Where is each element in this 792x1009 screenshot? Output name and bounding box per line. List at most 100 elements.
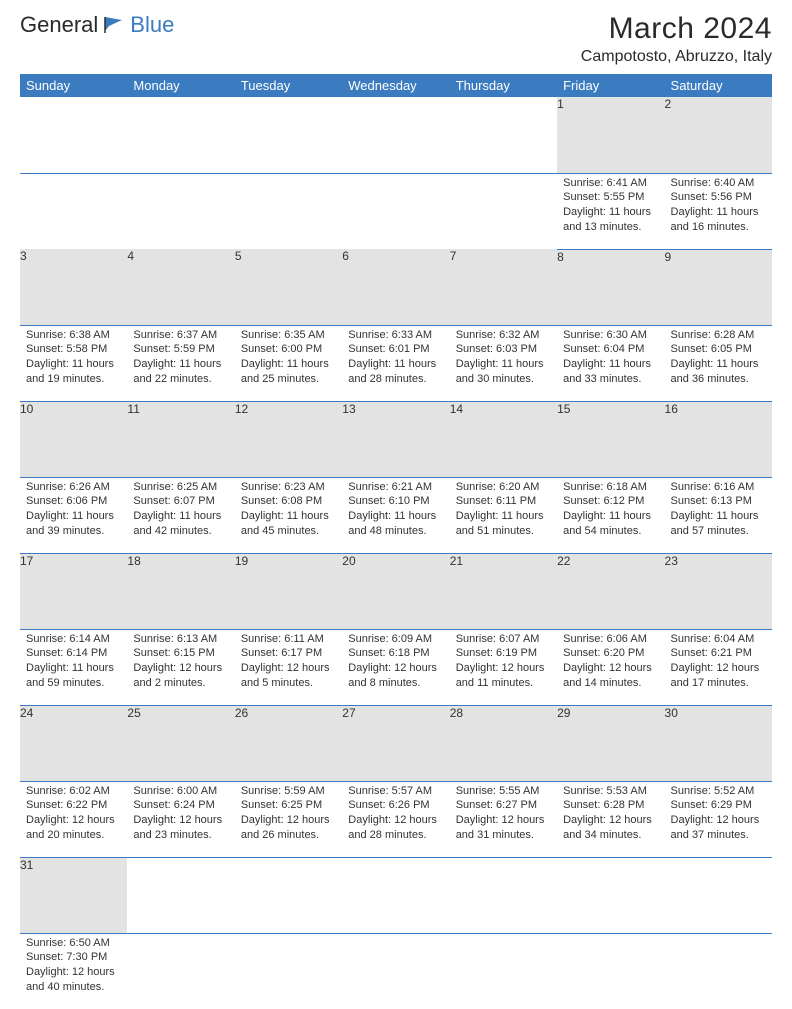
day-number-cell: 7	[450, 249, 557, 325]
day-body-cell: Sunrise: 5:53 AMSunset: 6:28 PMDaylight:…	[557, 781, 664, 857]
day-details: Sunrise: 5:52 AMSunset: 6:29 PMDaylight:…	[665, 782, 772, 847]
flag-icon	[104, 16, 126, 34]
day-number-cell: 6	[342, 249, 449, 325]
day-number-cell: 11	[127, 401, 234, 477]
day-number-cell: 18	[127, 553, 234, 629]
day-number-cell: 15	[557, 401, 664, 477]
day-body-cell: Sunrise: 6:06 AMSunset: 6:20 PMDaylight:…	[557, 629, 664, 705]
page-header: General Blue March 2024 Campotosto, Abru…	[20, 12, 772, 66]
day-number-cell: 24	[20, 705, 127, 781]
day-header: Thursday	[450, 74, 557, 97]
week-daynum-row: 12	[20, 97, 772, 173]
day-header: Wednesday	[342, 74, 449, 97]
day-header: Saturday	[665, 74, 772, 97]
day-body-cell: Sunrise: 6:25 AMSunset: 6:07 PMDaylight:…	[127, 477, 234, 553]
day-number-cell: 23	[665, 553, 772, 629]
week-daynum-row: 10111213141516	[20, 401, 772, 477]
location-label: Campotosto, Abruzzo, Italy	[581, 48, 772, 66]
day-details: Sunrise: 5:53 AMSunset: 6:28 PMDaylight:…	[557, 782, 664, 847]
day-number-cell	[450, 857, 557, 933]
day-details: Sunrise: 6:11 AMSunset: 6:17 PMDaylight:…	[235, 630, 342, 695]
week-daynum-row: 31	[20, 857, 772, 933]
month-title: March 2024	[581, 12, 772, 46]
day-header: Friday	[557, 74, 664, 97]
week-body-row: Sunrise: 6:14 AMSunset: 6:14 PMDaylight:…	[20, 629, 772, 705]
day-body-cell: Sunrise: 6:18 AMSunset: 6:12 PMDaylight:…	[557, 477, 664, 553]
day-body-cell: Sunrise: 6:35 AMSunset: 6:00 PMDaylight:…	[235, 325, 342, 401]
day-body-cell	[127, 933, 234, 1009]
week-daynum-row: 24252627282930	[20, 705, 772, 781]
day-body-cell: Sunrise: 6:37 AMSunset: 5:59 PMDaylight:…	[127, 325, 234, 401]
day-body-cell	[235, 933, 342, 1009]
day-details: Sunrise: 6:06 AMSunset: 6:20 PMDaylight:…	[557, 630, 664, 695]
day-body-cell: Sunrise: 6:41 AMSunset: 5:55 PMDaylight:…	[557, 173, 664, 249]
day-number-cell: 2	[665, 97, 772, 173]
day-body-cell: Sunrise: 6:16 AMSunset: 6:13 PMDaylight:…	[665, 477, 772, 553]
day-number-cell: 12	[235, 401, 342, 477]
day-number-cell: 4	[127, 249, 234, 325]
day-details: Sunrise: 6:14 AMSunset: 6:14 PMDaylight:…	[20, 630, 127, 695]
day-number-cell	[342, 857, 449, 933]
day-body-cell	[127, 173, 234, 249]
day-number-cell: 13	[342, 401, 449, 477]
day-body-cell	[557, 933, 664, 1009]
day-number-cell	[665, 857, 772, 933]
day-number-cell: 17	[20, 553, 127, 629]
day-body-cell: Sunrise: 6:02 AMSunset: 6:22 PMDaylight:…	[20, 781, 127, 857]
day-details: Sunrise: 6:02 AMSunset: 6:22 PMDaylight:…	[20, 782, 127, 847]
day-body-cell: Sunrise: 5:55 AMSunset: 6:27 PMDaylight:…	[450, 781, 557, 857]
day-body-cell: Sunrise: 6:26 AMSunset: 6:06 PMDaylight:…	[20, 477, 127, 553]
day-details: Sunrise: 5:55 AMSunset: 6:27 PMDaylight:…	[450, 782, 557, 847]
day-number-cell: 14	[450, 401, 557, 477]
day-body-cell: Sunrise: 6:07 AMSunset: 6:19 PMDaylight:…	[450, 629, 557, 705]
day-number-cell: 27	[342, 705, 449, 781]
day-header-row: SundayMondayTuesdayWednesdayThursdayFrid…	[20, 74, 772, 97]
day-number-cell: 30	[665, 705, 772, 781]
day-number-cell	[450, 97, 557, 173]
day-body-cell: Sunrise: 6:00 AMSunset: 6:24 PMDaylight:…	[127, 781, 234, 857]
day-details: Sunrise: 6:38 AMSunset: 5:58 PMDaylight:…	[20, 326, 127, 391]
week-body-row: Sunrise: 6:02 AMSunset: 6:22 PMDaylight:…	[20, 781, 772, 857]
day-number-cell: 8	[557, 249, 664, 325]
brand-logo: General Blue	[20, 12, 174, 38]
day-number-cell: 9	[665, 249, 772, 325]
day-details: Sunrise: 6:26 AMSunset: 6:06 PMDaylight:…	[20, 478, 127, 543]
day-body-cell: Sunrise: 5:57 AMSunset: 6:26 PMDaylight:…	[342, 781, 449, 857]
day-number-cell: 22	[557, 553, 664, 629]
day-details: Sunrise: 6:16 AMSunset: 6:13 PMDaylight:…	[665, 478, 772, 543]
day-body-cell: Sunrise: 6:23 AMSunset: 6:08 PMDaylight:…	[235, 477, 342, 553]
day-number-cell: 5	[235, 249, 342, 325]
day-number-cell	[127, 857, 234, 933]
day-number-cell: 25	[127, 705, 234, 781]
day-number-cell: 19	[235, 553, 342, 629]
calendar-body: 12Sunrise: 6:41 AMSunset: 5:55 PMDayligh…	[20, 97, 772, 1009]
day-details: Sunrise: 6:41 AMSunset: 5:55 PMDaylight:…	[557, 174, 664, 239]
day-body-cell	[342, 933, 449, 1009]
week-daynum-row: 17181920212223	[20, 553, 772, 629]
week-daynum-row: 3456789	[20, 249, 772, 325]
day-number-cell	[235, 857, 342, 933]
brand-part2: Blue	[130, 12, 174, 38]
day-details: Sunrise: 6:35 AMSunset: 6:00 PMDaylight:…	[235, 326, 342, 391]
day-number-cell: 10	[20, 401, 127, 477]
day-header: Tuesday	[235, 74, 342, 97]
day-body-cell	[450, 173, 557, 249]
week-body-row: Sunrise: 6:41 AMSunset: 5:55 PMDaylight:…	[20, 173, 772, 249]
day-body-cell	[235, 173, 342, 249]
day-details: Sunrise: 6:09 AMSunset: 6:18 PMDaylight:…	[342, 630, 449, 695]
week-body-row: Sunrise: 6:50 AMSunset: 7:30 PMDaylight:…	[20, 933, 772, 1009]
day-details: Sunrise: 6:50 AMSunset: 7:30 PMDaylight:…	[20, 934, 127, 999]
day-body-cell: Sunrise: 6:28 AMSunset: 6:05 PMDaylight:…	[665, 325, 772, 401]
week-body-row: Sunrise: 6:38 AMSunset: 5:58 PMDaylight:…	[20, 325, 772, 401]
day-body-cell	[450, 933, 557, 1009]
day-number-cell	[235, 97, 342, 173]
day-number-cell: 20	[342, 553, 449, 629]
day-details: Sunrise: 5:57 AMSunset: 6:26 PMDaylight:…	[342, 782, 449, 847]
day-number-cell: 26	[235, 705, 342, 781]
day-details: Sunrise: 6:32 AMSunset: 6:03 PMDaylight:…	[450, 326, 557, 391]
day-body-cell: Sunrise: 6:11 AMSunset: 6:17 PMDaylight:…	[235, 629, 342, 705]
week-body-row: Sunrise: 6:26 AMSunset: 6:06 PMDaylight:…	[20, 477, 772, 553]
day-number-cell: 28	[450, 705, 557, 781]
day-body-cell: Sunrise: 6:38 AMSunset: 5:58 PMDaylight:…	[20, 325, 127, 401]
day-number-cell: 21	[450, 553, 557, 629]
